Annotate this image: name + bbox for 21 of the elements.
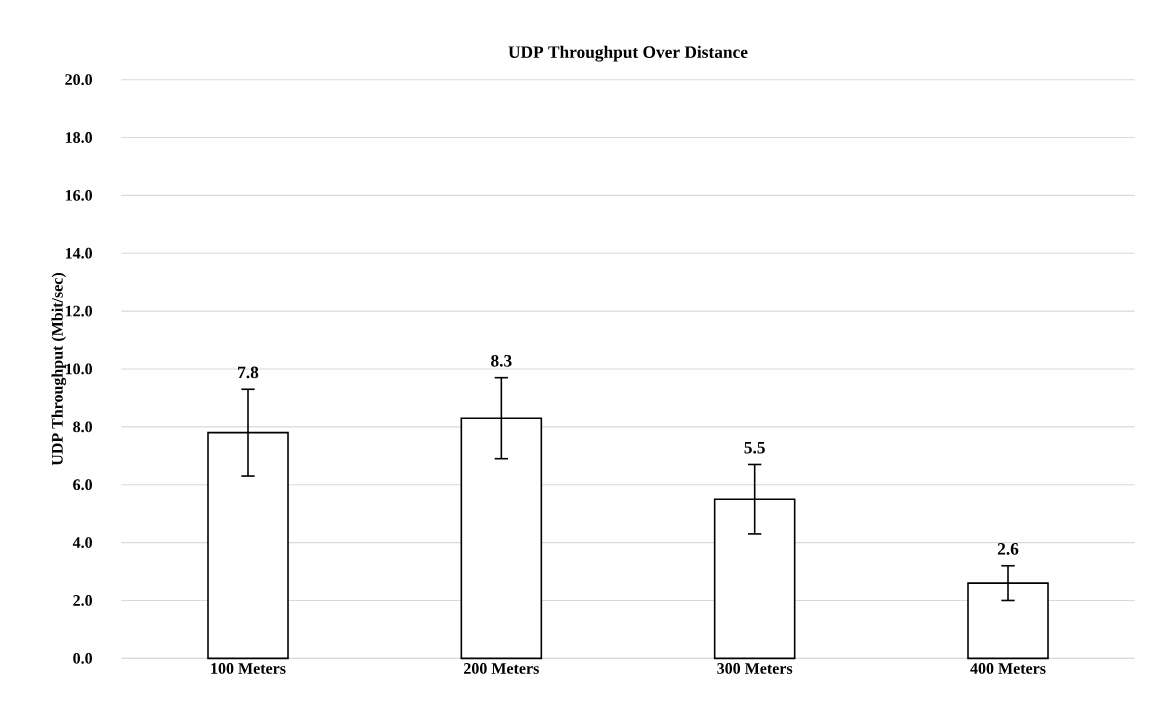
data-label: 7.8 — [238, 366, 259, 379]
data-label: 5.5 — [744, 441, 765, 454]
y-axis-title: UDP Throughput (Mbit/sec) — [51, 272, 67, 466]
x-tick-label: 100 Meters — [211, 663, 286, 674]
y-tick-label: 8.0 — [73, 421, 93, 433]
x-tick-label: 200 Meters — [464, 663, 539, 674]
y-tick-label: 10.0 — [65, 363, 93, 375]
y-tick-label: 20.0 — [65, 74, 93, 86]
y-tick-label: 2.0 — [73, 595, 93, 606]
y-tick-label: 0.0 — [73, 652, 93, 664]
chart-title: UDP Throughput Over Distance — [508, 45, 748, 62]
y-tick-label: 18.0 — [65, 132, 93, 143]
data-label: 8.3 — [491, 354, 512, 367]
y-tick-label: 16.0 — [65, 189, 93, 201]
x-tick-label: 300 Meters — [717, 663, 793, 674]
y-tick-label: 6.0 — [73, 479, 93, 491]
data-label: 2.6 — [997, 543, 1019, 555]
x-tick-label: 400 Meters — [970, 663, 1046, 674]
y-tick-label: 14.0 — [65, 247, 93, 259]
y-tick-label: 12.0 — [65, 305, 93, 317]
y-tick-label: 4.0 — [72, 537, 93, 549]
